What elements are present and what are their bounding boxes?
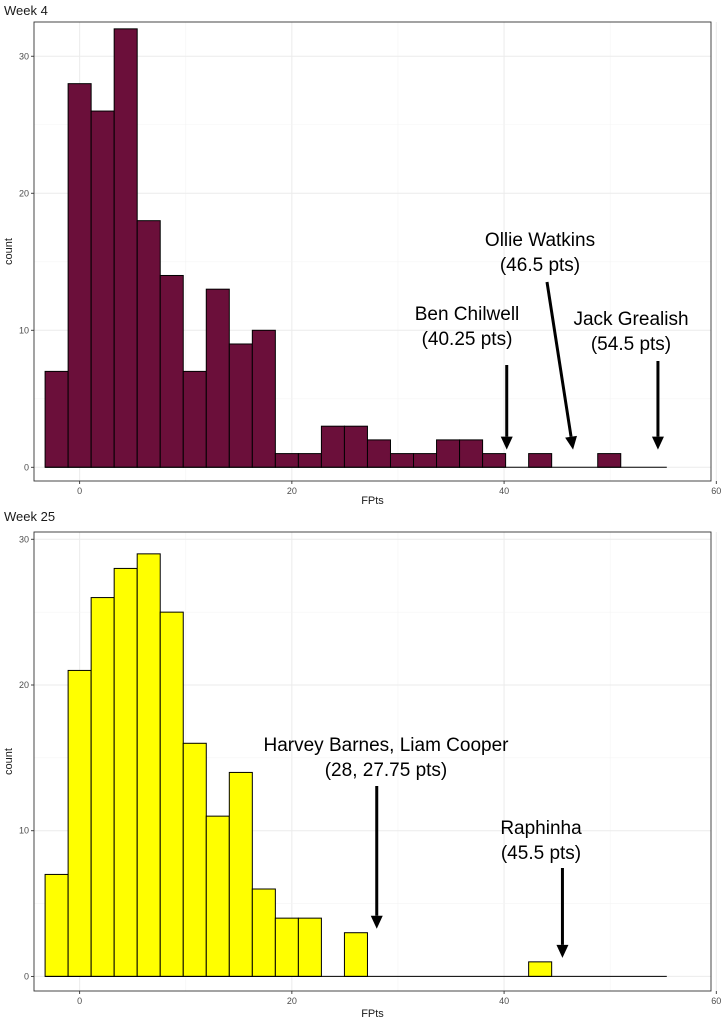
panel-1-bar-10 — [274, 453, 299, 468]
panel-2-x-tick-label-20: 20 — [287, 996, 297, 1006]
panel-2-x-tick-label-0: 0 — [77, 996, 82, 1006]
panel-2-ticks: 0 20 40 60 0 10 20 30 — [19, 534, 721, 1006]
panel-1-bar-2 — [90, 110, 115, 468]
panel-2-y-axis-label: count — [3, 748, 15, 775]
panel-1-y-tick-label-10: 10 — [19, 325, 29, 335]
panel-2-annotation-1-points: (28, 27.75 pts) — [325, 760, 448, 781]
panel-2-bar-7 — [205, 815, 230, 977]
panel-1-bar-4 — [136, 220, 161, 468]
panel-1-bar-1 — [67, 83, 92, 468]
panel-1-annotation-2-name: Ollie Watkins — [485, 230, 595, 251]
panel-1-bar-9 — [251, 329, 276, 468]
panel-1-y-axis-label: count — [3, 238, 15, 265]
panel-1-x-axis-label: FPts — [361, 495, 384, 507]
panel-2-bar-13 — [343, 932, 368, 977]
panel-1-bar-6 — [182, 370, 207, 468]
panel-2-bar-21 — [528, 961, 553, 977]
panel-2-annotation-2-name: Raphinha — [500, 818, 582, 839]
panel-1-bar-5 — [159, 274, 184, 468]
panel-1-bar-13 — [343, 425, 368, 468]
panel-1-x-tick-label-0: 0 — [77, 486, 82, 496]
panel-1-annotation-2-points: (46.5 pts) — [500, 255, 580, 276]
panel-1-bar-15 — [389, 453, 415, 468]
panel-1-bar-12 — [320, 425, 345, 468]
panel-2-bar-8 — [228, 771, 253, 977]
panel-1-annotation-3-points: (54.5 pts) — [591, 334, 671, 355]
panel-1-annotation-3-arrow-head — [651, 436, 664, 450]
panel-2-annotation-1-arrow-head — [370, 915, 383, 929]
panel-2-bar-0 — [44, 873, 69, 977]
panel-2-bar-1 — [67, 669, 92, 977]
panel-2-title: Week 25 — [4, 509, 55, 524]
panel-1-y-tick-label-30: 30 — [19, 51, 29, 61]
panel-1-title: Week 4 — [4, 3, 48, 18]
panel-2-y-tick-label-20: 20 — [19, 680, 29, 690]
panel-1-annotation-2-arrow-shaft — [545, 281, 573, 437]
panel-1-bar-8 — [228, 343, 253, 468]
panel-1-annotation-1-points: (40.25 pts) — [422, 329, 513, 350]
panel-1-bar-21 — [528, 453, 553, 468]
panel-2-annotation-1-name: Harvey Barnes, Liam Cooper — [264, 735, 510, 756]
panel-1-bar-0 — [44, 370, 69, 468]
panel-1-y-tick-label-20: 20 — [19, 188, 29, 198]
panel-2-bar-2 — [90, 597, 115, 977]
panel-2-frame — [33, 531, 712, 992]
panel-1-x-tick-label-20: 20 — [287, 486, 297, 496]
panel-1-x-tick-label-60: 60 — [711, 486, 721, 496]
panel-2-annotation-2-arrow-head — [556, 944, 569, 958]
panel-2-bar-10 — [274, 917, 299, 977]
panel-2-y-tick-label-30: 30 — [19, 534, 29, 544]
panel-1-bar-17 — [436, 439, 461, 468]
panel-1-bar-16 — [413, 453, 438, 468]
panel-2-bar-5 — [159, 611, 184, 977]
panel-1-bars — [44, 28, 667, 468]
panel-1-annotation-1-arrow-head — [500, 436, 513, 450]
panel-2-y-tick-label-10: 10 — [19, 826, 29, 836]
panel-2-bar-4 — [136, 553, 161, 977]
panel-2-bar-9 — [251, 888, 276, 977]
panel-2-bar-11 — [297, 917, 322, 977]
panel-2-bar-6 — [182, 742, 207, 977]
panel-2-bar-3 — [113, 567, 138, 977]
panel-1-annotation-2-arrow-head — [565, 435, 577, 450]
panel-2-bars — [44, 553, 667, 977]
panel-1-bar-11 — [297, 453, 322, 468]
panel-1-annotation-3-name: Jack Grealish — [573, 309, 688, 330]
panel-1-bar-3 — [113, 28, 138, 468]
panel-2-x-tick-label-40: 40 — [499, 996, 509, 1006]
panel-2-y-tick-label-0: 0 — [24, 971, 29, 981]
panel-2-annotations: Harvey Barnes, Liam Cooper (28, 27.75 pts… — [264, 735, 582, 958]
panel-2-x-tick-label-60: 60 — [711, 996, 721, 1006]
panel-1-bar-24 — [597, 453, 622, 468]
panel-1-ticks: 0 20 40 60 0 10 20 30 — [19, 51, 721, 496]
panel-1-bar-19 — [482, 453, 507, 468]
panel-2-x-axis-label: FPts — [361, 1008, 384, 1020]
panel-1-frame — [33, 21, 712, 482]
panel-1-bar-7 — [205, 288, 230, 468]
panel-1-y-tick-label-0: 0 — [24, 462, 29, 472]
panel-1-bar-18 — [459, 439, 484, 468]
panel-1-annotations: Ben Chilwell (40.25 pts) Ollie Watkins (46.… — [415, 230, 689, 450]
panel-2-annotation-2-points: (45.5 pts) — [501, 843, 581, 864]
panel-1-annotation-1-name: Ben Chilwell — [415, 304, 520, 325]
panel-1-bar-14 — [366, 439, 391, 468]
panel-1-x-tick-label-40: 40 — [499, 486, 509, 496]
